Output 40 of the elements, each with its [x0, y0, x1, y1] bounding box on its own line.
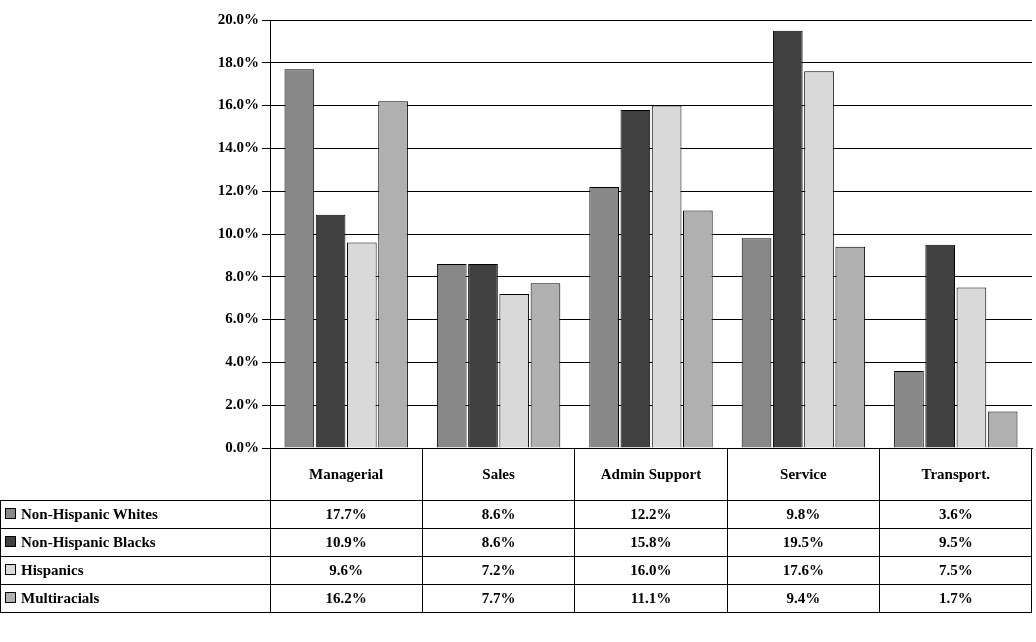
data-label: 12.2% — [574, 500, 728, 529]
data-label: 9.5% — [879, 528, 1032, 557]
data-label: 19.5% — [727, 528, 880, 557]
data-label: 7.5% — [879, 556, 1032, 585]
x-tick-label: Admin Support — [574, 448, 728, 501]
legend-label: Non-Hispanic Blacks — [0, 528, 270, 557]
y-tick-label: 8.0% — [225, 267, 259, 284]
y-tick-label: 0.0% — [225, 438, 259, 455]
data-label: 16.2% — [270, 584, 423, 613]
legend-label: Hispanics — [0, 556, 270, 585]
y-tick-label: 2.0% — [225, 396, 259, 413]
data-label: 7.7% — [422, 584, 575, 613]
x-tick-label: Managerial — [270, 448, 423, 501]
y-tick-label: 12.0% — [217, 182, 259, 199]
data-label: 1.7% — [879, 584, 1032, 613]
data-label: 9.4% — [727, 584, 880, 613]
y-tick-label: 16.0% — [217, 96, 259, 113]
data-label: 3.6% — [879, 500, 1032, 529]
y-tick-label: 10.0% — [217, 224, 259, 241]
x-tick-label: Service — [727, 448, 880, 501]
y-tick-label: 6.0% — [225, 310, 259, 327]
legend-label: Multiracials — [0, 584, 270, 613]
x-tick-label: Sales — [422, 448, 575, 501]
data-label: 9.6% — [270, 556, 423, 585]
data-label: 7.2% — [422, 556, 575, 585]
data-label: 9.8% — [727, 500, 880, 529]
data-label: 10.9% — [270, 528, 423, 557]
data-label: 17.7% — [270, 500, 423, 529]
y-tick-label: 18.0% — [217, 53, 259, 70]
data-label: 15.8% — [574, 528, 728, 557]
data-label: 11.1% — [574, 584, 728, 613]
data-label: 8.6% — [422, 500, 575, 529]
data-label: 8.6% — [422, 528, 575, 557]
x-tick-label: Transport. — [879, 448, 1032, 501]
y-tick-label: 20.0% — [217, 10, 259, 27]
data-label: 16.0% — [574, 556, 728, 585]
data-label: 17.6% — [727, 556, 880, 585]
y-tick-label: 4.0% — [225, 353, 259, 370]
legend-label: Non-Hispanic Whites — [0, 500, 270, 529]
y-tick-label: 14.0% — [217, 139, 259, 156]
